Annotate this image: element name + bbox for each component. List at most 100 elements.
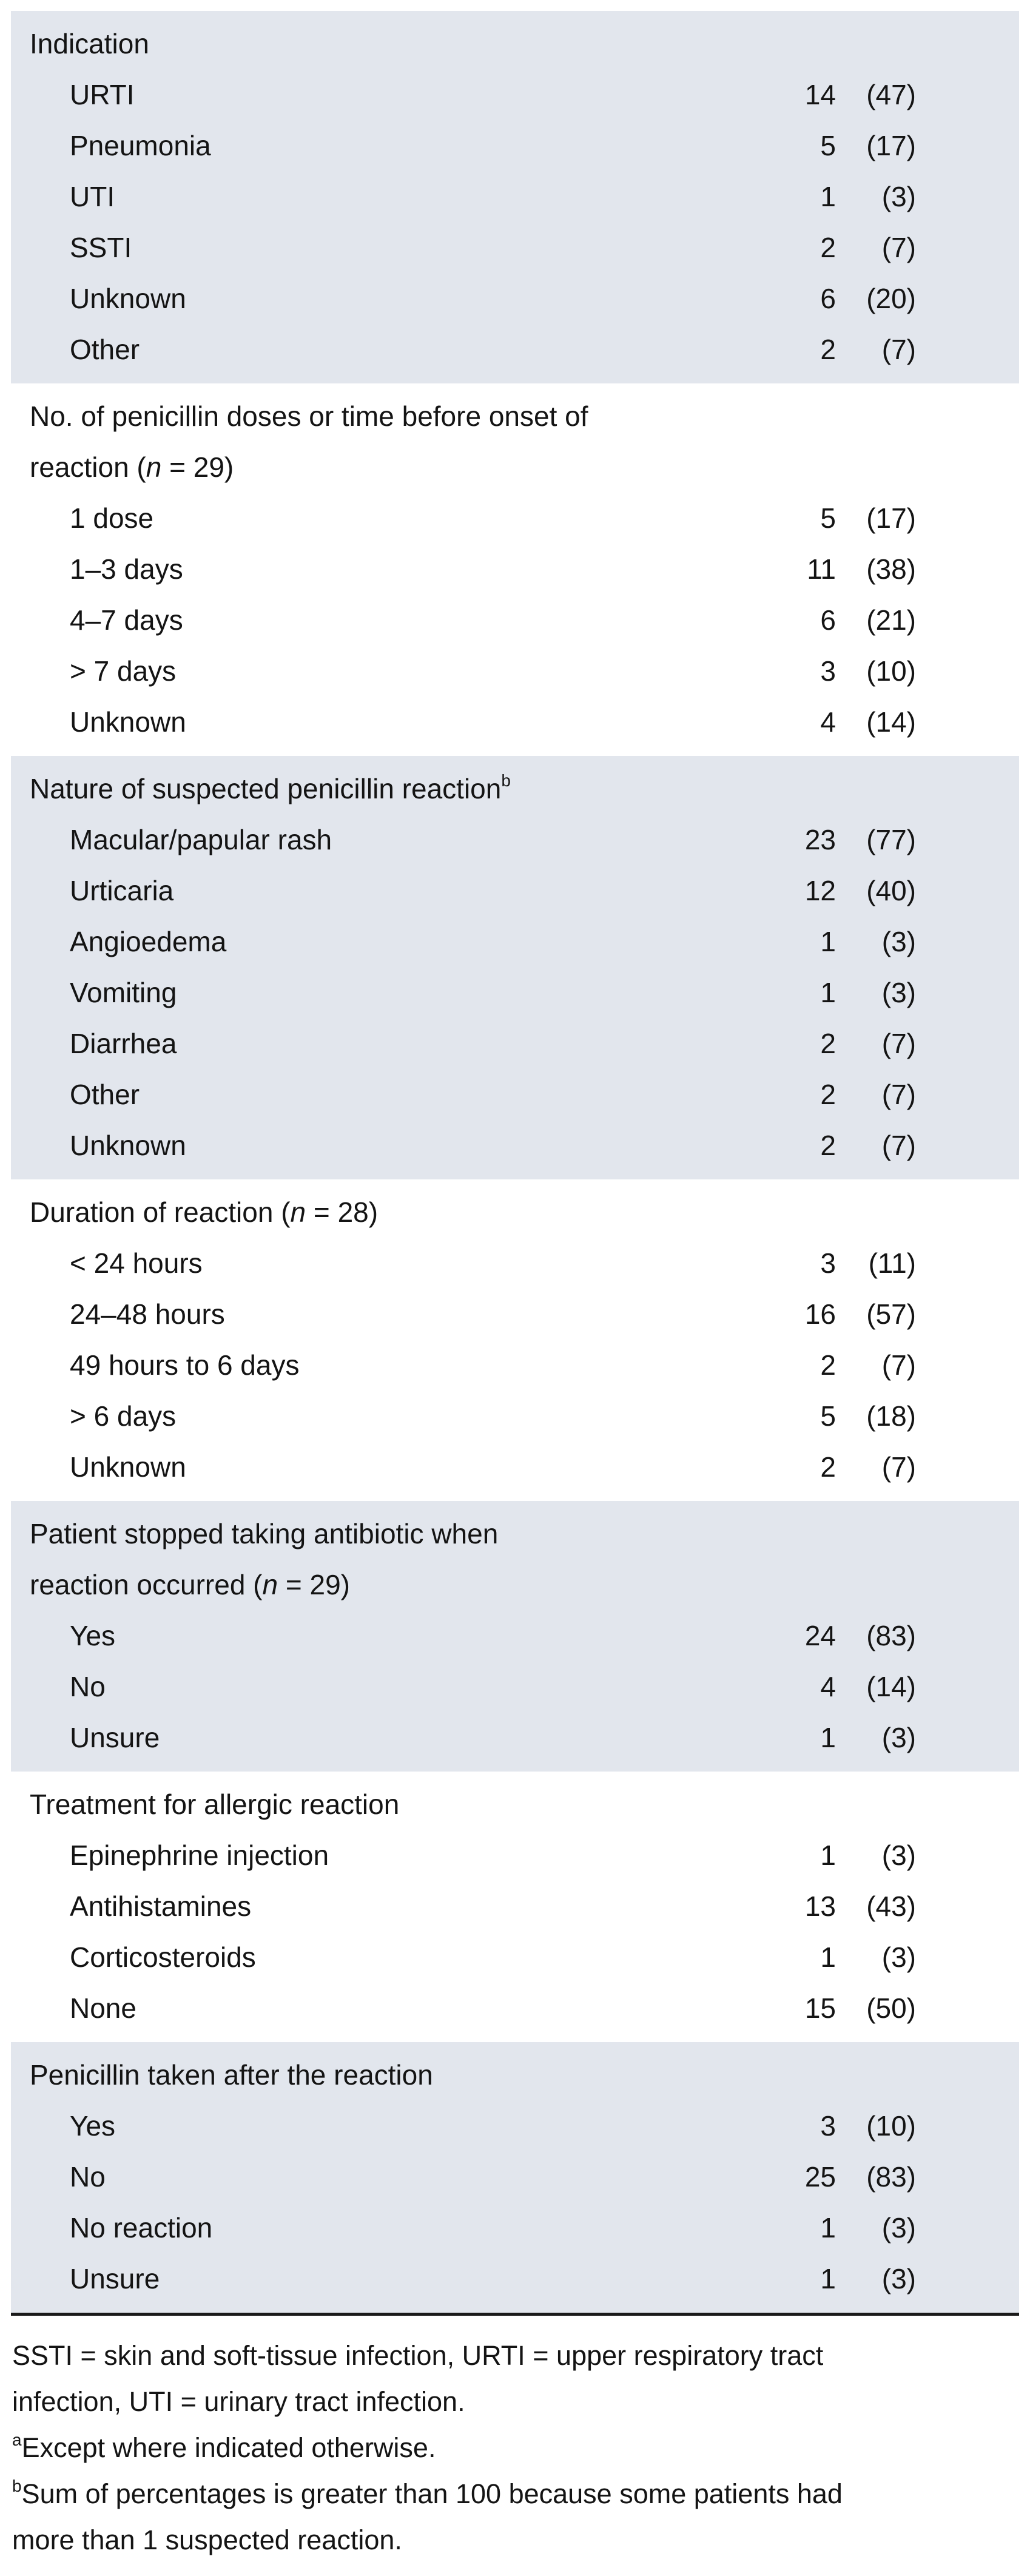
count-value: 1 (820, 1839, 836, 1871)
percent-value: (10) (866, 655, 916, 687)
count-value: 1 (820, 181, 836, 212)
table-section: Nature of suspected penicillin reactionb… (11, 756, 1019, 1179)
section-title-superscript: b (501, 771, 511, 790)
row-label: 4–7 days (70, 604, 183, 636)
row-label: Unknown (70, 283, 186, 314)
percent-value: (7) (881, 232, 916, 263)
count-value: 2 (820, 1130, 836, 1161)
percent-value: (38) (866, 553, 916, 585)
footnote-superscript: a (12, 2430, 22, 2449)
section-header-row: Nature of suspected penicillin reactionb (11, 763, 1019, 814)
row-label: > 6 days (70, 1400, 177, 1432)
percent-value: (17) (866, 502, 916, 534)
table-row: 1–3 days 11 (38) (11, 544, 1019, 595)
footnote-text: SSTI = skin and soft-tissue infection, U… (12, 2340, 824, 2417)
table-row: SSTI 2 (7) (11, 222, 1019, 273)
table-row: No 25 (83) (11, 2151, 1019, 2202)
section-header-row: Indication (11, 18, 1019, 69)
count-value: 2 (820, 1349, 836, 1381)
table-row: Yes 3 (10) (11, 2100, 1019, 2151)
section-title-text: Indication (30, 28, 149, 59)
table-row: None 15 (50) (11, 1983, 1019, 2034)
count-value: 1 (820, 926, 836, 957)
table-row: No 4 (14) (11, 1661, 1019, 1712)
table-row: > 6 days 5 (18) (11, 1391, 1019, 1441)
row-label: Angioedema (70, 926, 227, 957)
table-row: 4–7 days 6 (21) (11, 595, 1019, 646)
table-row: UTI 1 (3) (11, 171, 1019, 222)
table-row: 1 dose 5 (17) (11, 493, 1019, 544)
count-value: 15 (804, 1992, 836, 2024)
footnote-superscript: b (12, 2477, 22, 2495)
count-value: 14 (804, 79, 836, 110)
table-row: Epinephrine injection 1 (3) (11, 1830, 1019, 1881)
section-title-n-italic: n (290, 1196, 306, 1228)
count-value: 1 (820, 2212, 836, 2244)
section-title: No. of penicillin doses or time before o… (11, 391, 727, 493)
row-label: Yes (70, 2110, 116, 2142)
table-section: Indication URTI 14 (47) Pneumonia 5 (17) UTI 1 (3… (11, 11, 1019, 383)
percent-value: (7) (881, 1349, 916, 1381)
row-label: Pneumonia (70, 130, 211, 161)
table-row: Yes 24 (83) (11, 1610, 1019, 1661)
footnote: bSum of percentages is greater than 100 … (12, 2471, 1007, 2563)
table-bottom-rule (11, 2313, 1019, 2316)
footnote: aExcept where indicated otherwise. (12, 2425, 1007, 2471)
count-value: 2 (820, 334, 836, 365)
table-row: Unsure 1 (3) (11, 1712, 1019, 1763)
section-title-text: Patient stopped taking antibiotic when r… (30, 1518, 499, 1600)
count-value: 4 (820, 1671, 836, 1702)
row-label: Antihistamines (70, 1890, 252, 1922)
percent-value: (14) (866, 1671, 916, 1702)
count-value: 6 (820, 604, 836, 636)
count-value: 12 (804, 875, 836, 906)
count-value: 5 (820, 130, 836, 161)
count-value: 3 (820, 1247, 836, 1279)
row-label: Urticaria (70, 875, 174, 906)
count-value: 23 (804, 824, 836, 855)
section-title-text: No. of penicillin doses or time before o… (30, 400, 588, 483)
row-label: > 7 days (70, 655, 177, 687)
percent-value: (10) (866, 2110, 916, 2142)
percent-value: (7) (881, 1028, 916, 1059)
table-section: Penicillin taken after the reaction Yes 3 (… (11, 2042, 1019, 2313)
percent-value: (57) (866, 1298, 916, 1330)
section-title: Penicillin taken after the reaction (11, 2049, 727, 2100)
row-label: Macular/papular rash (70, 824, 332, 855)
section-title-n-italic: n (262, 1569, 278, 1600)
section-header-row: Patient stopped taking antibiotic when r… (11, 1508, 1019, 1610)
percent-value: (3) (881, 1839, 916, 1871)
table-row: Other 2 (7) (11, 324, 1019, 375)
row-label: No (70, 1671, 106, 1702)
table-row: < 24 hours 3 (11) (11, 1238, 1019, 1289)
section-title-text: Duration of reaction ( (30, 1196, 291, 1228)
percent-value: (40) (866, 875, 916, 906)
percent-value: (3) (881, 977, 916, 1008)
count-value: 16 (804, 1298, 836, 1330)
table-row: Unknown 6 (20) (11, 273, 1019, 324)
count-value: 2 (820, 1028, 836, 1059)
percent-value: (7) (881, 1079, 916, 1110)
percent-value: (18) (866, 1400, 916, 1432)
section-title-suffix: = 28) (306, 1196, 379, 1228)
percent-value: (3) (881, 2212, 916, 2244)
section-title-n-italic: n (146, 451, 162, 483)
footnote-text: Except where indicated otherwise. (21, 2432, 436, 2463)
table-row: Corticosteroids 1 (3) (11, 1932, 1019, 1983)
table-section: Duration of reaction (n = 28) < 24 hours 3… (11, 1179, 1019, 1501)
count-value: 6 (820, 283, 836, 314)
section-title: Indication (11, 18, 727, 69)
section-title-suffix: = 29) (278, 1569, 351, 1600)
row-label: Unsure (70, 2263, 160, 2294)
section-header-row: Penicillin taken after the reaction (11, 2049, 1019, 2100)
percent-value: (3) (881, 926, 916, 957)
table-row: Vomiting 1 (3) (11, 967, 1019, 1018)
percent-value: (43) (866, 1890, 916, 1922)
table-row: Unknown 2 (7) (11, 1120, 1019, 1171)
table-row: Urticaria 12 (40) (11, 865, 1019, 916)
count-value: 11 (807, 553, 836, 585)
percent-value: (21) (866, 604, 916, 636)
row-label: Unknown (70, 706, 186, 738)
table-row: Unknown 4 (14) (11, 696, 1019, 747)
